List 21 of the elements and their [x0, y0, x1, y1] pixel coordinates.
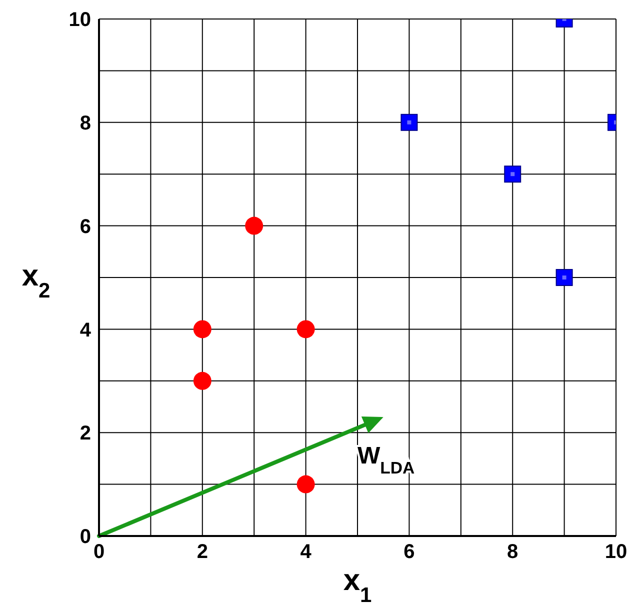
- y-tick-label: 8: [80, 112, 91, 134]
- y-tick-label: 4: [80, 319, 92, 342]
- point: [556, 269, 573, 286]
- y-axis-title: x$_{2}$: [22, 260, 50, 302]
- x-tick-label: 2: [196, 541, 208, 564]
- y-tick-label: 0: [80, 526, 91, 548]
- x-axis-title: x$_{1}$: [343, 564, 372, 606]
- y-tick-label: 10: [68, 9, 91, 32]
- point: [193, 320, 212, 338]
- point: [296, 320, 315, 338]
- x-tick-label: 6: [404, 541, 415, 564]
- y-tick-label: 2: [80, 422, 91, 445]
- x-tick-label: 8: [507, 541, 518, 564]
- point: [193, 372, 212, 390]
- point: [245, 216, 264, 235]
- point: [504, 166, 522, 183]
- y-tick-label: 6: [80, 216, 91, 238]
- point: [400, 114, 418, 131]
- x-tick-label: 4: [300, 541, 312, 564]
- x-tick-label: 10: [604, 541, 628, 564]
- point: [296, 475, 315, 494]
